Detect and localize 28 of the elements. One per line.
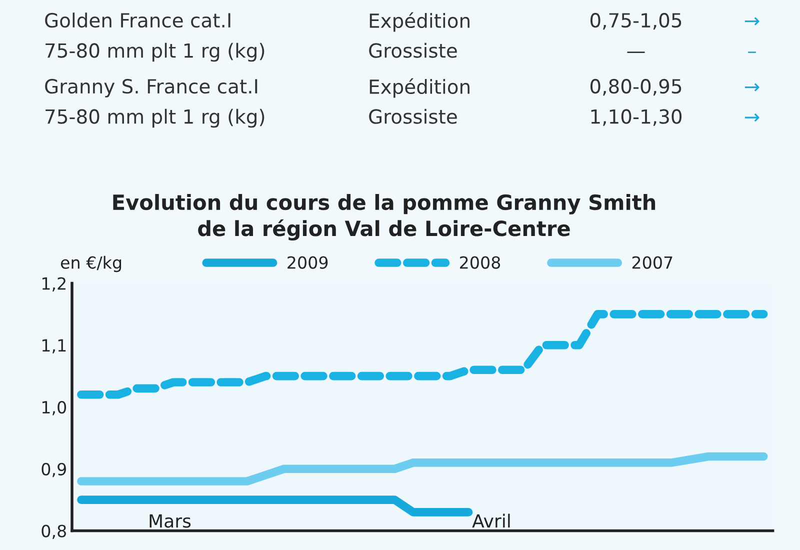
y-axis-title: en €/kg — [60, 256, 122, 272]
chart-title: Evolution du cours de la pomme Granny Smith de la région Val de Loire-Centre — [113, 194, 656, 240]
y-tick-label: 1,0 — [42, 400, 66, 416]
text: Granny S. France cat.I — [45, 78, 258, 98]
text: Grossiste — [369, 42, 457, 58]
text: 75-80 mm plt 1 rg (kg) — [46, 108, 264, 128]
legend-label: 2008 — [460, 256, 500, 269]
annotation: Avril — [472, 514, 510, 528]
text: Golden France cat.I — [45, 12, 230, 28]
text: 1,10-1,30 — [591, 109, 682, 126]
text: — — [627, 52, 645, 53]
y-tick-label: 1,2 — [42, 277, 66, 292]
text: 0,75-1,05 — [590, 12, 682, 30]
y-tick-label: 1,1 — [42, 339, 66, 354]
legend-label: 2009 — [288, 256, 328, 269]
legend-label: 2007 — [632, 256, 672, 269]
text: → — [744, 17, 760, 26]
y-tick-label: 0,8 — [42, 524, 66, 540]
annotation: Mars — [150, 514, 191, 528]
text: Expédition — [370, 12, 470, 32]
text: – — [748, 52, 756, 53]
text: → — [744, 83, 760, 92]
text: Grossiste — [369, 108, 457, 124]
text: → — [744, 113, 760, 122]
text: 0,80-0,95 — [590, 78, 682, 96]
y-tick-label: 0,9 — [42, 462, 66, 478]
text: 75-80 mm plt 1 rg (kg) — [46, 42, 264, 62]
text: Expédition — [370, 78, 470, 98]
